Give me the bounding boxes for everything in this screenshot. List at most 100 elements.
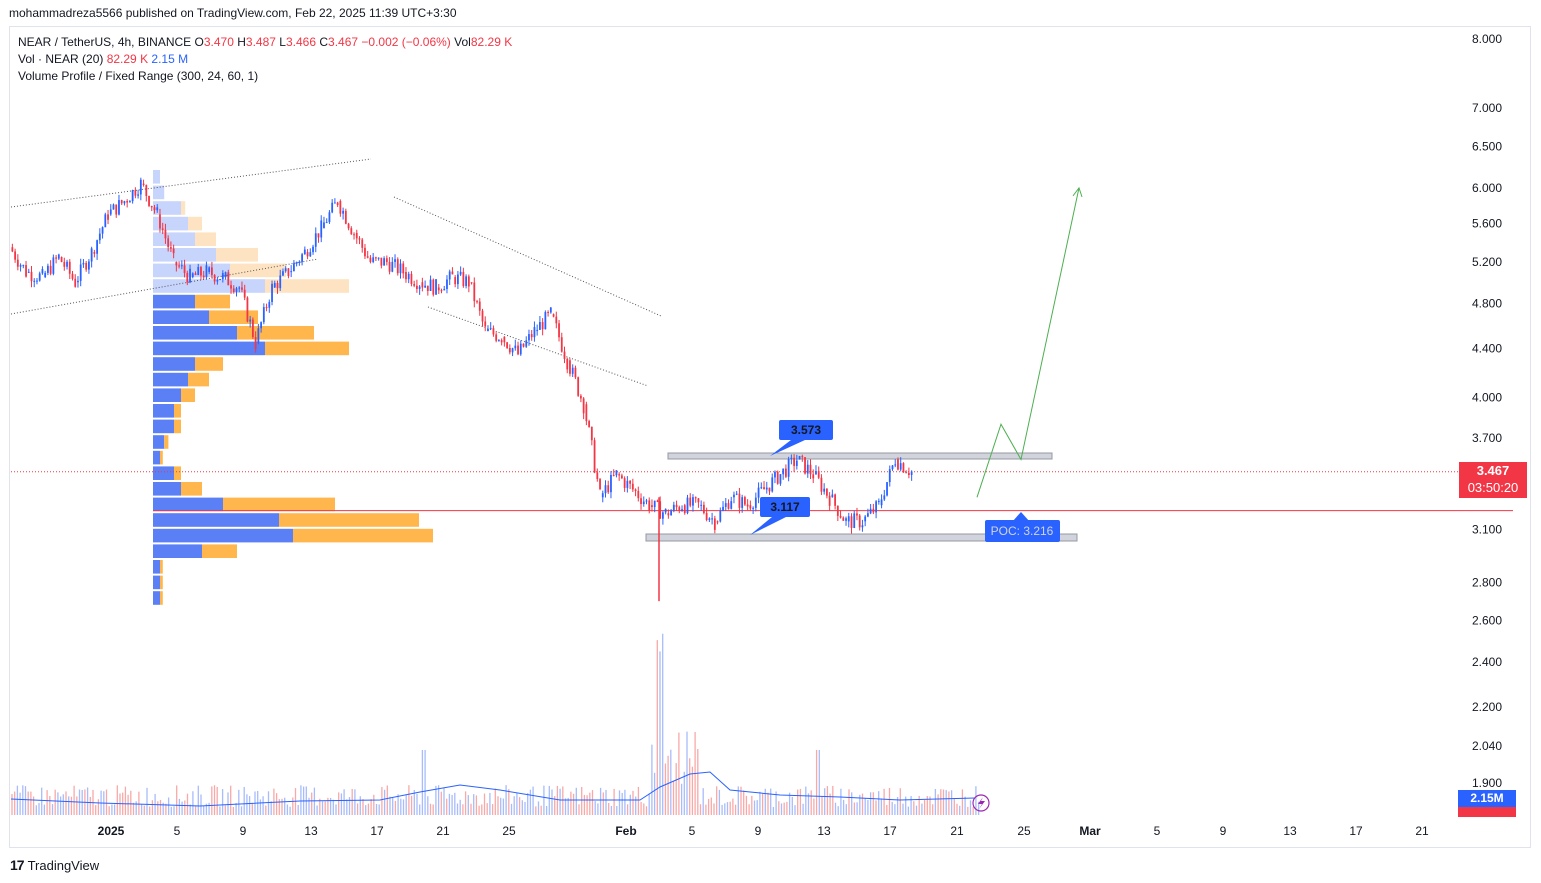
candle-body — [465, 276, 467, 286]
candle-body — [508, 347, 511, 353]
candle-body — [230, 285, 232, 289]
candle-body — [823, 488, 826, 492]
volume-profile-down-bar — [181, 201, 186, 215]
candle-body — [104, 214, 107, 228]
tradingview-brand[interactable]: 17 TradingView — [10, 857, 99, 873]
volume-profile-up-bar — [153, 388, 181, 402]
candle-body — [424, 285, 426, 288]
candle-body — [692, 497, 694, 506]
candle-body — [314, 233, 317, 247]
candle-body — [47, 265, 49, 273]
candle-body — [779, 474, 782, 484]
candle-body — [869, 508, 872, 514]
candle-body — [405, 271, 407, 280]
volume-profile-up-bar — [153, 248, 216, 262]
volume-profile-up-bar — [153, 528, 293, 543]
candle-body — [741, 497, 744, 508]
volume-profile-down-bar — [174, 466, 181, 480]
candle-body — [159, 214, 161, 229]
candle-body — [672, 504, 675, 511]
candle-body — [790, 457, 793, 460]
candle-body — [85, 262, 88, 270]
candle-body — [626, 480, 629, 488]
candle-body — [353, 234, 355, 236]
channel-lower-line — [10, 258, 319, 315]
volume-profile-down-bar — [181, 482, 202, 496]
candle-body — [19, 265, 22, 267]
candle-body — [667, 513, 670, 516]
candle-body — [38, 273, 41, 281]
x-tick-label: 21 — [950, 824, 964, 838]
candle-body — [730, 501, 733, 509]
candle-body — [260, 322, 262, 329]
candle-body — [733, 494, 735, 498]
candle-body — [375, 257, 377, 259]
candle-body — [290, 271, 293, 273]
y-tick-label: 2.800 — [1472, 575, 1502, 589]
candle-body — [101, 227, 104, 234]
support-callout-box — [760, 497, 810, 517]
descending-channel-upper — [393, 196, 662, 317]
candle-body — [221, 273, 224, 280]
candle-body — [836, 505, 839, 516]
candle-body — [888, 469, 891, 483]
candle-body — [763, 487, 765, 490]
volume-profile-down-bar — [279, 513, 419, 527]
candle-body — [139, 179, 142, 195]
candle-body — [366, 256, 369, 258]
volume-profile-down-bar — [188, 372, 209, 387]
candle-body — [839, 515, 842, 518]
candle-body — [842, 517, 845, 521]
candle-body — [793, 457, 795, 466]
volume-profile-up-bar — [153, 372, 188, 387]
profile-legend: Volume Profile / Fixed Range (300, 24, 6… — [18, 69, 258, 83]
candle-body — [183, 265, 186, 273]
candle-body — [470, 282, 473, 284]
candle-body — [686, 497, 689, 514]
candle-body — [336, 202, 339, 206]
volume-profile-down-bar — [188, 216, 202, 231]
candle-body — [771, 477, 774, 492]
candle-body — [459, 271, 462, 275]
candle-body — [738, 493, 741, 508]
candle-body — [265, 307, 268, 309]
candle-body — [749, 505, 752, 509]
candle-body — [596, 472, 599, 480]
candle-body — [533, 327, 536, 338]
candle-body — [252, 319, 254, 338]
open-label: O — [194, 35, 204, 49]
y-tick-label: 5.200 — [1472, 255, 1502, 269]
candle-body — [517, 345, 519, 355]
high-value: 3.487 — [245, 35, 276, 49]
volume-profile-down-bar — [223, 497, 335, 512]
y-tick-label: 2.400 — [1472, 655, 1502, 669]
candle-body — [93, 252, 96, 254]
vol-label: Vol — [454, 35, 471, 49]
volume-profile-down-bar — [237, 326, 314, 340]
candle-body — [662, 512, 664, 519]
candle-body — [765, 487, 768, 490]
candle-body — [593, 440, 596, 473]
x-tick-label: 21 — [1415, 824, 1429, 838]
candle-body — [68, 261, 71, 274]
candle-body — [670, 510, 672, 516]
candle-body — [383, 258, 385, 266]
volume-profile-up-bar — [153, 232, 195, 246]
candle-body — [90, 248, 93, 262]
candle-body — [875, 501, 877, 513]
candle-body — [200, 267, 202, 276]
candle-body — [908, 472, 910, 475]
candle-body — [328, 212, 331, 223]
y-tick-label: 2.200 — [1472, 700, 1502, 714]
candle-body — [785, 468, 787, 477]
volume-value: 82.29 K — [106, 52, 149, 66]
candle-body — [150, 205, 153, 208]
tradingview-logo-icon: 17 — [10, 857, 25, 873]
y-tick-label: 2.600 — [1472, 614, 1502, 628]
candle-body — [303, 249, 306, 255]
candle-body — [858, 515, 861, 528]
candle-body — [82, 262, 85, 265]
candle-body — [112, 204, 115, 210]
x-tick-label: 17 — [370, 824, 384, 838]
